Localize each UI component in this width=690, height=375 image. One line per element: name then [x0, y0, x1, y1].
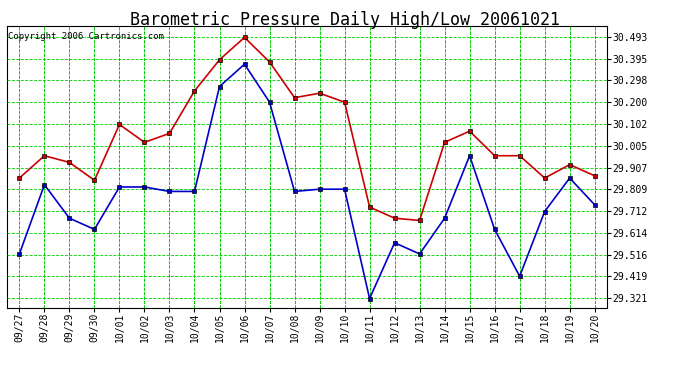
Text: Copyright 2006 Cartronics.com: Copyright 2006 Cartronics.com: [8, 32, 164, 41]
Text: Barometric Pressure Daily High/Low 20061021: Barometric Pressure Daily High/Low 20061…: [130, 11, 560, 29]
